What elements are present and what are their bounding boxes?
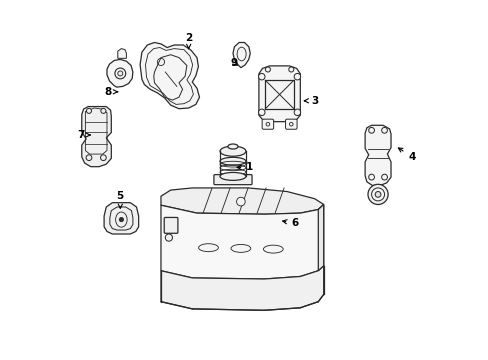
FancyBboxPatch shape (285, 119, 296, 129)
Polygon shape (140, 42, 199, 109)
Circle shape (371, 188, 384, 201)
FancyBboxPatch shape (213, 175, 251, 185)
Polygon shape (118, 49, 126, 58)
Text: 4: 4 (398, 148, 415, 162)
Circle shape (368, 174, 374, 180)
Circle shape (115, 68, 125, 79)
FancyBboxPatch shape (262, 119, 273, 129)
Polygon shape (258, 66, 300, 122)
Circle shape (86, 155, 92, 161)
Circle shape (294, 109, 300, 116)
Polygon shape (161, 266, 323, 310)
Circle shape (381, 174, 386, 180)
FancyBboxPatch shape (164, 217, 178, 233)
Polygon shape (318, 204, 323, 271)
Circle shape (101, 108, 106, 113)
Ellipse shape (263, 245, 283, 253)
Text: 8: 8 (104, 87, 118, 97)
Polygon shape (365, 125, 390, 185)
Circle shape (258, 109, 264, 116)
Circle shape (119, 217, 123, 222)
Circle shape (118, 71, 122, 76)
Circle shape (101, 155, 106, 161)
Ellipse shape (198, 244, 218, 252)
Circle shape (258, 73, 264, 80)
Ellipse shape (220, 172, 245, 180)
Circle shape (165, 234, 172, 241)
Polygon shape (107, 59, 133, 87)
Text: 7: 7 (77, 130, 90, 140)
Polygon shape (104, 203, 139, 234)
Circle shape (86, 108, 91, 113)
Polygon shape (81, 107, 111, 167)
Circle shape (288, 67, 293, 72)
Circle shape (294, 73, 300, 80)
Ellipse shape (227, 144, 238, 149)
Polygon shape (232, 42, 250, 68)
Polygon shape (161, 204, 323, 279)
Text: 2: 2 (184, 33, 192, 49)
Circle shape (381, 127, 386, 133)
Ellipse shape (220, 157, 245, 165)
Text: 9: 9 (230, 58, 238, 68)
Text: 5: 5 (117, 191, 123, 208)
Text: 1: 1 (237, 162, 253, 172)
Circle shape (265, 67, 270, 72)
Circle shape (367, 184, 387, 204)
Ellipse shape (230, 244, 250, 252)
Text: 3: 3 (304, 96, 318, 106)
Ellipse shape (220, 146, 245, 156)
Text: 6: 6 (282, 218, 298, 228)
Circle shape (236, 197, 244, 206)
Polygon shape (161, 188, 323, 214)
Circle shape (374, 192, 380, 197)
Circle shape (368, 127, 374, 133)
